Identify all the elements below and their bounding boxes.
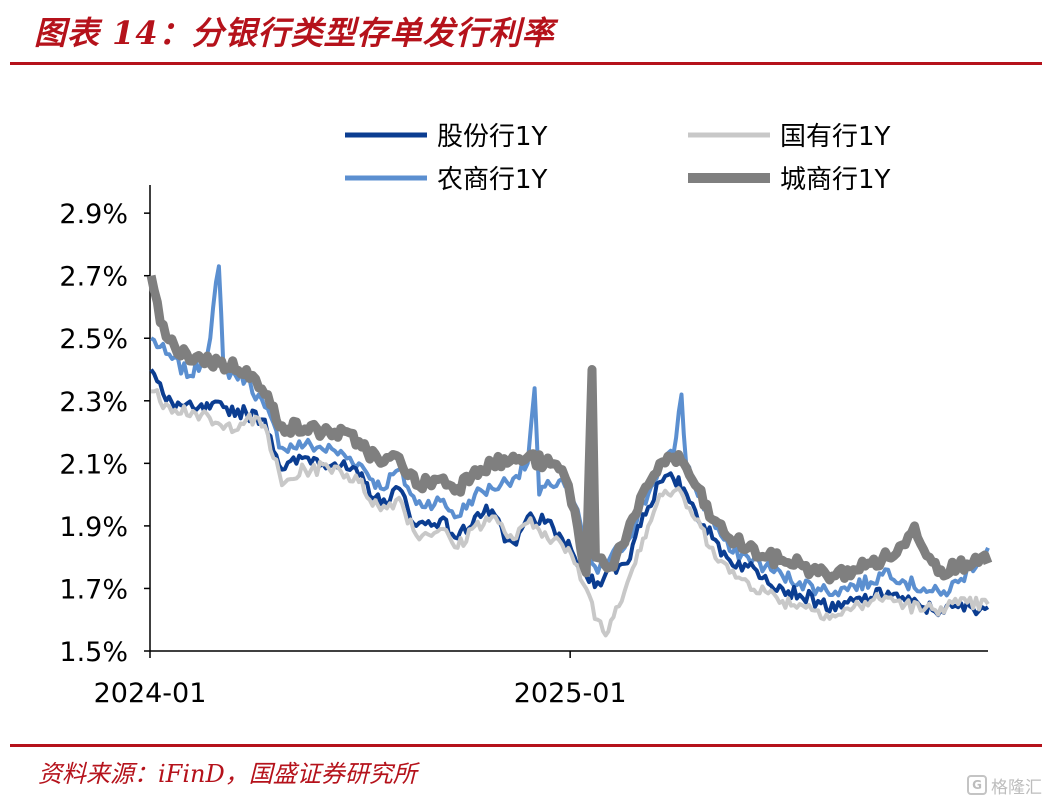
y-tick-label: 2.5% — [59, 324, 128, 355]
series-lines — [146, 264, 993, 638]
source-divider — [10, 744, 1042, 747]
series-line-4 — [146, 274, 993, 585]
legend-label: 城商行1Y — [780, 165, 891, 195]
y-tick-label: 2.1% — [59, 449, 128, 480]
watermark-logo-icon: G — [967, 775, 987, 795]
x-tick-label: 2024-01 — [94, 678, 207, 709]
legend: 股份行1Y 国有行1Y 农商行1Y 城商行1Y — [345, 122, 891, 195]
y-tick-label: 1.9% — [59, 512, 128, 543]
source-note: 资料来源：iFinD，国盛证券研究所 — [38, 760, 417, 788]
y-tick-label: 1.7% — [59, 574, 128, 605]
y-tick-label: 2.7% — [59, 262, 128, 293]
series-line-2 — [151, 388, 990, 638]
y-tick-label: 2.9% — [59, 199, 128, 230]
x-tick-label: 2025-01 — [514, 678, 627, 709]
title-divider — [10, 62, 1042, 65]
watermark: G 格隆汇 — [967, 771, 1042, 799]
legend-label: 农商行1Y — [437, 165, 548, 195]
axes: 1.5% 1.7% 1.9% 2.1% 2.3% 2.5% 2.7% 2.9% 2024-01 2… — [59, 185, 988, 709]
figure-title: 图表 14：分银行类型存单发行利率 — [34, 14, 555, 52]
watermark-text: 格隆汇 — [991, 777, 1042, 798]
legend-label: 国有行1Y — [780, 122, 891, 152]
y-tick-label: 1.5% — [59, 637, 128, 668]
legend-label: 股份行1Y — [437, 122, 548, 152]
y-tick-label: 2.3% — [59, 387, 128, 418]
